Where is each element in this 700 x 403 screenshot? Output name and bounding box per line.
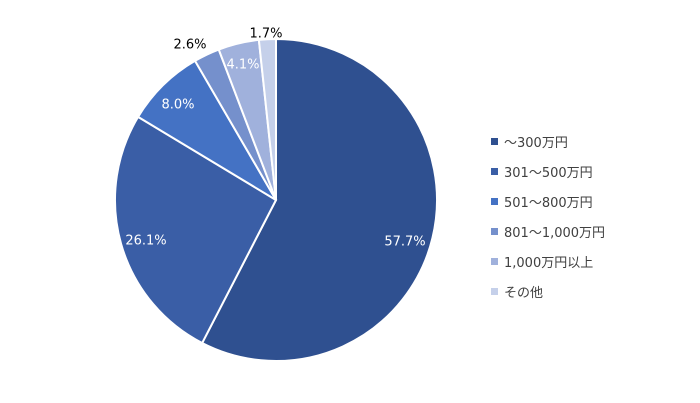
data-label-3: 8.0% bbox=[161, 98, 194, 113]
legend-item-4: 801〜1,000万円 bbox=[491, 216, 691, 246]
data-label-5: 4.1% bbox=[226, 58, 259, 73]
data-label-6: 1.7% bbox=[249, 27, 282, 42]
pie-data-labels: 57.7% 26.1% 8.0% 2.6% 4.1% 1.7% bbox=[125, 27, 425, 250]
legend-item-5: 1,000万円以上 bbox=[491, 246, 691, 276]
legend-label-1: 〜300万円 bbox=[504, 135, 568, 151]
legend-label-5: 1,000万円以上 bbox=[504, 255, 594, 271]
legend-label-2: 301〜500万円 bbox=[504, 165, 593, 181]
legend-item-1: 〜300万円 bbox=[491, 126, 691, 156]
legend-item-2: 301〜500万円 bbox=[491, 156, 691, 186]
pie-slices bbox=[114, 37, 438, 362]
legend-swatch-3 bbox=[491, 197, 498, 205]
data-label-4: 2.6% bbox=[173, 38, 206, 53]
legend-swatch-2 bbox=[491, 167, 498, 175]
data-label-1: 57.7% bbox=[384, 235, 425, 250]
data-label-2: 26.1% bbox=[125, 234, 166, 249]
legend-swatch-4 bbox=[491, 227, 498, 235]
legend: 〜300万円 301〜500万円 501〜800万円 801〜1,000万円 1,000… bbox=[491, 126, 691, 306]
legend-label-4: 801〜1,000万円 bbox=[504, 225, 606, 241]
legend-swatch-6 bbox=[491, 287, 498, 295]
legend-item-6: その他 bbox=[491, 276, 691, 306]
pie-slice-2 bbox=[114, 115, 278, 345]
legend-label-6: その他 bbox=[504, 285, 544, 301]
legend-label-3: 501〜800万円 bbox=[504, 195, 593, 211]
legend-swatch-5 bbox=[491, 257, 498, 265]
pie-slice-6 bbox=[257, 37, 277, 201]
pie-slice-1 bbox=[200, 37, 438, 362]
legend-swatch-1 bbox=[491, 137, 498, 145]
legend-item-3: 501〜800万円 bbox=[491, 186, 691, 216]
